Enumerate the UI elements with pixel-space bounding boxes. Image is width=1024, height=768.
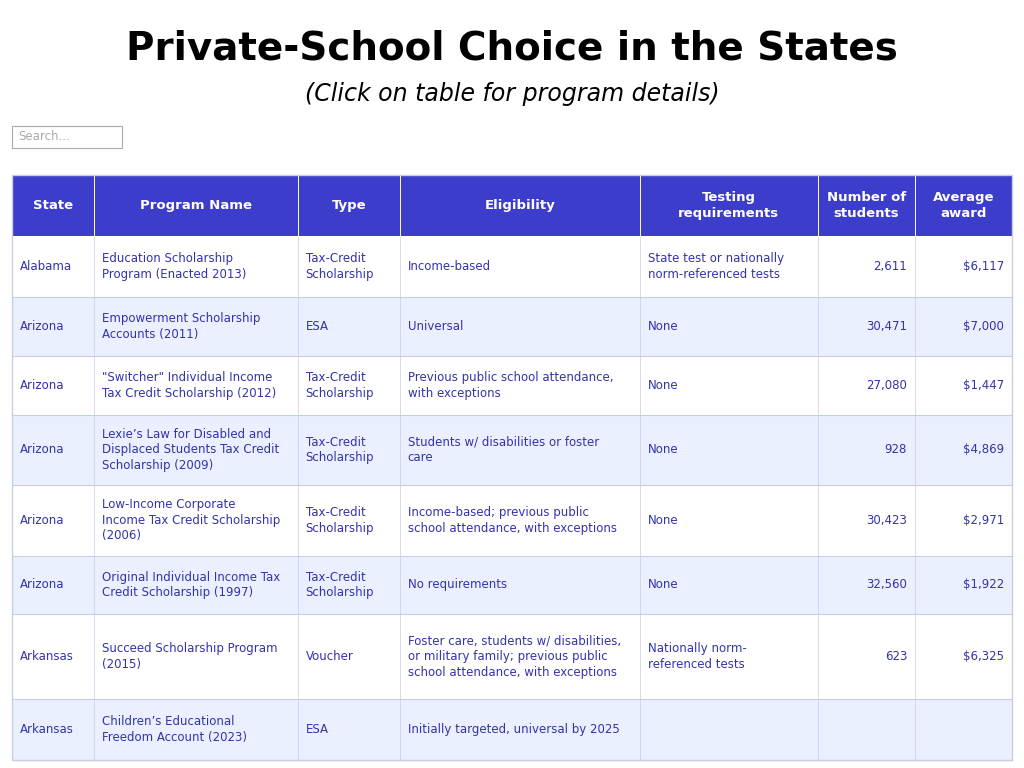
Text: Education Scholarship
Program (Enacted 2013): Education Scholarship Program (Enacted 2… [101, 253, 246, 281]
Text: Arizona: Arizona [20, 379, 65, 392]
Text: Tax-Credit
Scholarship: Tax-Credit Scholarship [306, 253, 374, 281]
Text: Arizona: Arizona [20, 578, 65, 591]
Text: $6,117: $6,117 [963, 260, 1004, 273]
Text: Average
award: Average award [933, 191, 994, 220]
Text: $1,922: $1,922 [963, 578, 1004, 591]
Text: Low-Income Corporate
Income Tax Credit Scholarship
(2006): Low-Income Corporate Income Tax Credit S… [101, 498, 280, 542]
Text: Previous public school attendance,
with exceptions: Previous public school attendance, with … [408, 371, 613, 399]
Text: None: None [647, 379, 678, 392]
Text: Arkansas: Arkansas [20, 723, 74, 736]
Text: Lexie’s Law for Disabled and
Displaced Students Tax Credit
Scholarship (2009): Lexie’s Law for Disabled and Displaced S… [101, 428, 279, 472]
Text: Tax-Credit
Scholarship: Tax-Credit Scholarship [306, 571, 374, 599]
Text: None: None [647, 514, 678, 527]
Text: 30,471: 30,471 [866, 320, 907, 333]
Text: Arizona: Arizona [20, 443, 65, 456]
Text: Nationally norm-
referenced tests: Nationally norm- referenced tests [647, 642, 746, 671]
Text: Arkansas: Arkansas [20, 650, 74, 663]
Text: $4,869: $4,869 [963, 443, 1004, 456]
FancyBboxPatch shape [12, 614, 1012, 699]
Text: $7,000: $7,000 [964, 320, 1004, 333]
FancyBboxPatch shape [12, 699, 1012, 760]
FancyBboxPatch shape [12, 485, 1012, 555]
Text: Succeed Scholarship Program
(2015): Succeed Scholarship Program (2015) [101, 642, 278, 671]
FancyBboxPatch shape [12, 415, 1012, 485]
Text: $2,971: $2,971 [963, 514, 1004, 527]
Text: None: None [647, 578, 678, 591]
Text: 30,423: 30,423 [866, 514, 907, 527]
Text: State test or nationally
norm-referenced tests: State test or nationally norm-referenced… [647, 253, 783, 281]
Text: Private-School Choice in the States: Private-School Choice in the States [126, 30, 898, 68]
Text: Initially targeted, universal by 2025: Initially targeted, universal by 2025 [408, 723, 620, 736]
Text: Number of
students: Number of students [827, 191, 906, 220]
Text: Arizona: Arizona [20, 514, 65, 527]
Text: (Click on table for program details): (Click on table for program details) [305, 82, 719, 106]
Text: Tax-Credit
Scholarship: Tax-Credit Scholarship [306, 371, 374, 399]
Text: 623: 623 [885, 650, 907, 663]
Text: None: None [647, 320, 678, 333]
Text: 928: 928 [885, 443, 907, 456]
Text: 27,080: 27,080 [866, 379, 907, 392]
Text: Testing
requirements: Testing requirements [678, 191, 779, 220]
Text: Empowerment Scholarship
Accounts (2011): Empowerment Scholarship Accounts (2011) [101, 313, 260, 341]
Text: Students w/ disabilities or foster
care: Students w/ disabilities or foster care [408, 435, 599, 464]
Text: Foster care, students w/ disabilities,
or military family; previous public
schoo: Foster care, students w/ disabilities, o… [408, 634, 621, 679]
Text: $6,325: $6,325 [963, 650, 1004, 663]
Text: Original Individual Income Tax
Credit Scholarship (1997): Original Individual Income Tax Credit Sc… [101, 571, 280, 599]
FancyBboxPatch shape [12, 555, 1012, 614]
Text: 2,611: 2,611 [873, 260, 907, 273]
Text: Arizona: Arizona [20, 320, 65, 333]
Text: ESA: ESA [306, 723, 329, 736]
FancyBboxPatch shape [12, 126, 122, 148]
FancyBboxPatch shape [12, 297, 1012, 356]
Text: State: State [33, 199, 73, 212]
Text: Eligibility: Eligibility [484, 199, 555, 212]
FancyBboxPatch shape [12, 236, 1012, 297]
FancyBboxPatch shape [12, 356, 1012, 415]
Text: None: None [647, 443, 678, 456]
Text: Tax-Credit
Scholarship: Tax-Credit Scholarship [306, 435, 374, 464]
Text: Voucher: Voucher [306, 650, 353, 663]
Text: No requirements: No requirements [408, 578, 507, 591]
Text: Tax-Credit
Scholarship: Tax-Credit Scholarship [306, 506, 374, 535]
Text: Type: Type [332, 199, 366, 212]
Text: Income-based; previous public
school attendance, with exceptions: Income-based; previous public school att… [408, 506, 616, 535]
Text: "Switcher" Individual Income
Tax Credit Scholarship (2012): "Switcher" Individual Income Tax Credit … [101, 371, 275, 399]
Text: Income-based: Income-based [408, 260, 490, 273]
Text: 32,560: 32,560 [866, 578, 907, 591]
Text: Alabama: Alabama [20, 260, 72, 273]
Text: Children’s Educational
Freedom Account (2023): Children’s Educational Freedom Account (… [101, 715, 247, 743]
FancyBboxPatch shape [12, 175, 1012, 236]
Text: Search...: Search... [18, 131, 70, 144]
Text: Program Name: Program Name [139, 199, 252, 212]
Text: Universal: Universal [408, 320, 463, 333]
Text: $1,447: $1,447 [963, 379, 1004, 392]
Text: ESA: ESA [306, 320, 329, 333]
